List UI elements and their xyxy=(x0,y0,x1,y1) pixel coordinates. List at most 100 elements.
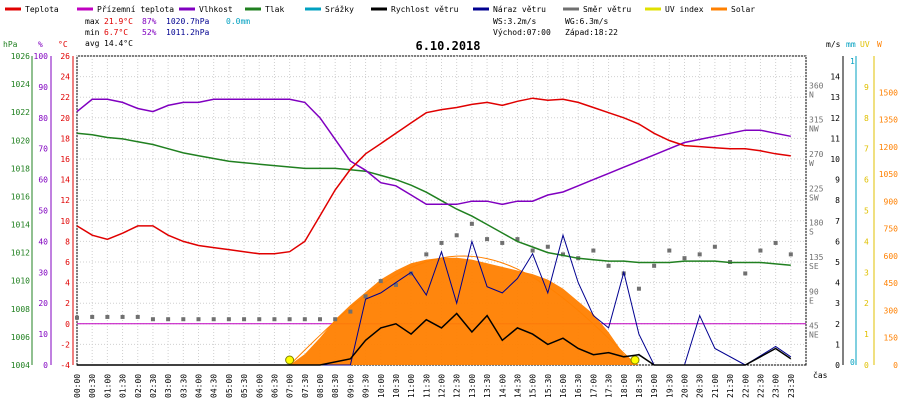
wind-direction-point xyxy=(485,237,490,242)
time-tick: 04:00 xyxy=(195,374,204,398)
w-tick: 300 xyxy=(884,306,899,315)
wind-direction-point xyxy=(561,252,565,257)
uv-tick: 6 xyxy=(864,176,869,185)
wind-direction-point xyxy=(454,233,459,238)
time-tick: 05:00 xyxy=(225,374,234,398)
wind-direction-point xyxy=(181,317,186,322)
wind-direction-point xyxy=(166,317,171,322)
time-tick: 12:00 xyxy=(438,374,447,398)
uv-tick: 3 xyxy=(864,268,869,277)
solar-area-fill xyxy=(289,257,639,365)
time-tick: 02:00 xyxy=(134,374,143,398)
time-tick: 22:30 xyxy=(756,374,765,398)
wind-direction-point xyxy=(75,315,79,320)
wind-direction-point xyxy=(439,240,444,245)
min-hum: 52% xyxy=(142,28,157,37)
time-tick: 09:30 xyxy=(362,374,371,398)
temp-tick: 18 xyxy=(60,134,70,143)
dir-tick-label: N xyxy=(809,90,814,99)
wind-direction-point xyxy=(409,271,414,276)
stats: max 21.9°C 87% 1020.7hPa 0.0mm min 6.7°C… xyxy=(85,17,618,53)
uv-tick: 4 xyxy=(864,237,869,246)
series-line-vlhkost xyxy=(76,98,791,206)
time-tick: 14:00 xyxy=(498,374,507,398)
uv-tick: 1 xyxy=(864,330,869,339)
time-tick: 14:30 xyxy=(513,374,522,398)
max-press: 1020.7hPa xyxy=(166,17,210,26)
time-tick: 00:00 xyxy=(73,374,82,398)
temp-tick: 14 xyxy=(60,176,70,185)
dir-tick: 225 xyxy=(809,184,824,193)
w-tick: 600 xyxy=(884,252,899,261)
time-tick: 21:30 xyxy=(726,374,735,398)
time-tick: 10:30 xyxy=(392,374,401,398)
legend-label: Směr větru xyxy=(583,5,631,14)
temp-tick: 10 xyxy=(60,217,70,226)
temp-tick: 2 xyxy=(65,299,70,308)
series-line-teplota xyxy=(76,97,791,255)
time-tick: 16:30 xyxy=(574,374,583,398)
sunset-stat: Západ:18:22 xyxy=(565,28,618,37)
axes: hPa% °C1004100610081010101210141016101810… xyxy=(3,40,898,398)
max-label: max xyxy=(85,17,100,26)
legend-label: Přízemní teplota xyxy=(97,5,174,14)
time-tick: 17:00 xyxy=(589,374,598,398)
time-tick: 20:00 xyxy=(681,374,690,398)
time-tick: 15:30 xyxy=(544,374,553,398)
dir-tick: 135 xyxy=(809,253,824,262)
wind-direction-point xyxy=(682,256,687,261)
pct-tick: 40 xyxy=(38,237,48,246)
uv-tick: 8 xyxy=(864,114,869,123)
time-tick: 08:30 xyxy=(331,374,340,398)
wind-direction-point xyxy=(318,317,322,322)
uv-tick: 9 xyxy=(864,83,869,92)
legend-label: Rychlost větru xyxy=(391,5,459,14)
wind-direction-point xyxy=(545,244,550,249)
pct-tick: 50 xyxy=(38,207,48,216)
pct-tick: 10 xyxy=(38,330,48,339)
wind-direction-point xyxy=(712,244,717,249)
time-tick: 07:00 xyxy=(286,374,295,398)
series-lines xyxy=(75,97,793,366)
hpa-tick: 1004 xyxy=(11,361,30,370)
time-tick: 06:30 xyxy=(270,374,279,398)
pct-tick: 100 xyxy=(34,52,49,61)
time-tick: 23:00 xyxy=(772,374,781,398)
uv-axis-title: UV xyxy=(860,40,870,49)
pct-tick: 90 xyxy=(38,83,48,92)
legend-label: Solar xyxy=(731,5,755,14)
ms-tick: 10 xyxy=(830,155,840,164)
wind-direction-point xyxy=(667,248,672,253)
wind-direction-point xyxy=(591,248,596,253)
time-tick: 03:00 xyxy=(164,374,173,398)
wind-direction-point xyxy=(272,317,277,322)
ms-tick: 12 xyxy=(830,114,840,123)
wind-direction-point xyxy=(773,240,778,245)
wind-direction-point xyxy=(378,279,383,284)
hpa-tick: 1014 xyxy=(11,221,30,230)
time-tick: 06:00 xyxy=(255,374,264,398)
sunrise-stat: Východ:07:00 xyxy=(493,28,551,37)
ms-axis-title: m/s xyxy=(826,40,841,49)
time-tick: 04:30 xyxy=(210,374,219,398)
wind-direction-point xyxy=(743,271,748,276)
uv-tick: 2 xyxy=(864,299,869,308)
ms-tick: 0 xyxy=(835,361,840,370)
wind-direction-point xyxy=(788,252,793,257)
min-press: 1011.2hPa xyxy=(166,28,210,37)
wind-direction-point xyxy=(302,317,307,322)
max-hum: 87% xyxy=(142,17,157,26)
solar-area xyxy=(285,255,640,366)
dir-tick-label: NE xyxy=(809,331,819,340)
dir-tick: 270 xyxy=(809,150,824,159)
time-tick: 21:00 xyxy=(711,374,720,398)
time-tick: 16:00 xyxy=(559,374,568,398)
pct-tick: 20 xyxy=(38,299,48,308)
wind-direction-point xyxy=(606,263,611,268)
time-tick: 18:00 xyxy=(620,374,629,398)
time-tick: 01:30 xyxy=(119,374,128,398)
mm-tick: 0 xyxy=(850,358,855,367)
pct-tick: 70 xyxy=(38,145,48,154)
sunset-marker xyxy=(630,355,640,365)
solar-theoretical-line xyxy=(289,255,632,366)
